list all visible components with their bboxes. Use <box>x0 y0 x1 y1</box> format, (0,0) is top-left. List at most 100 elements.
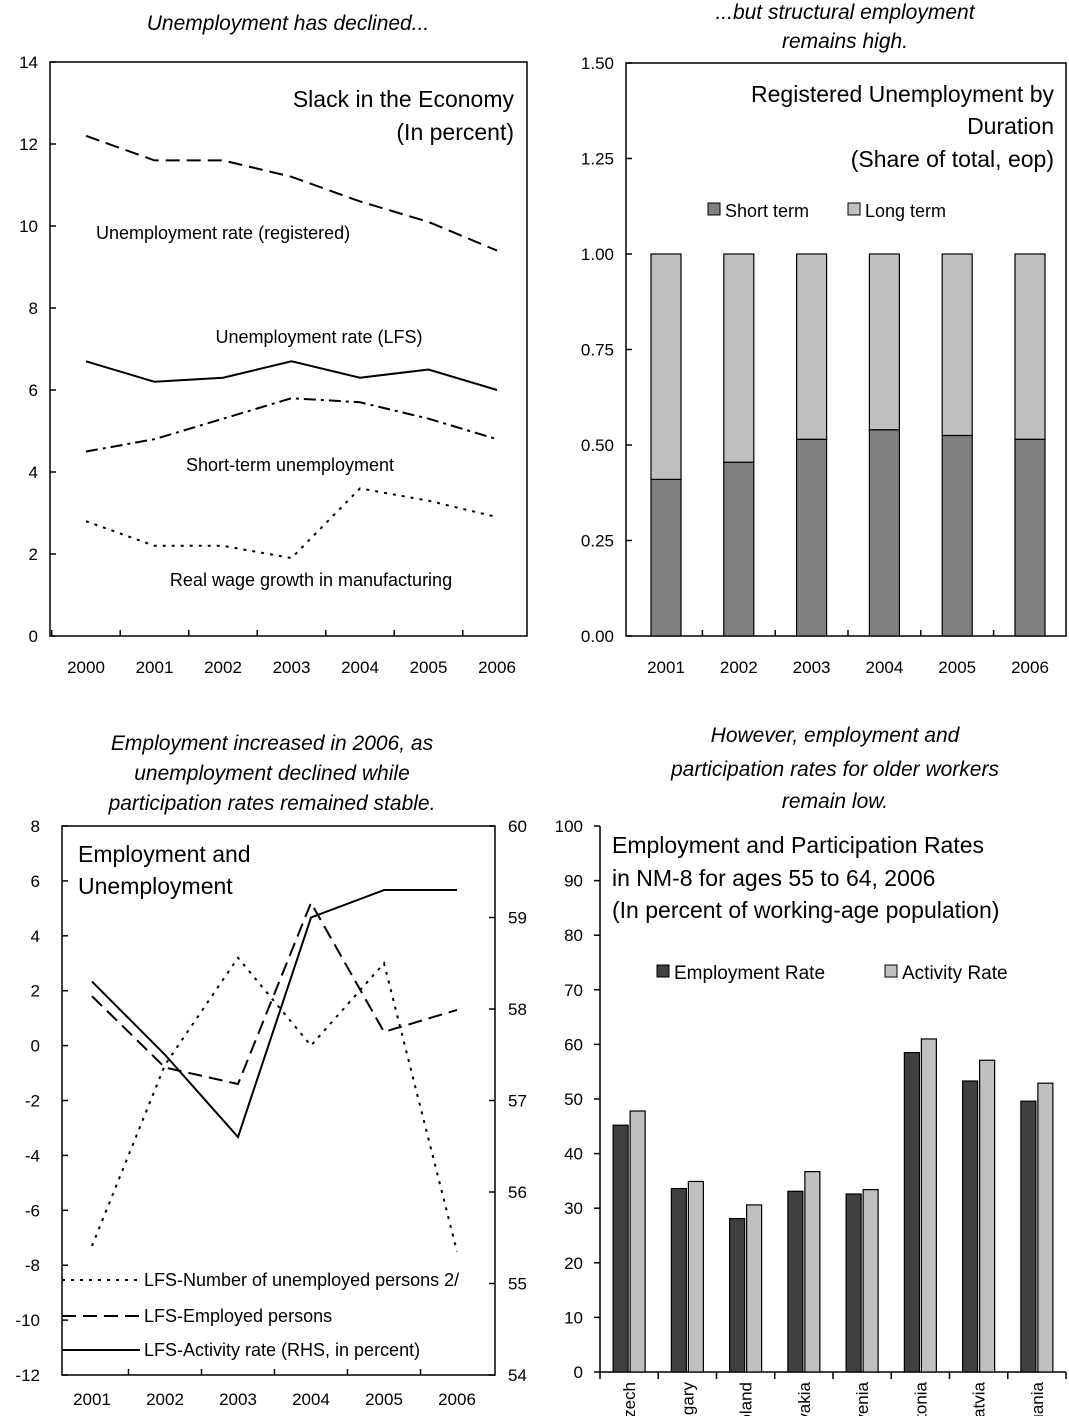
x-tick-label: 2001 <box>136 658 174 677</box>
chart-title: in NM-8 for ages 55 to 64, 2006 <box>612 865 935 891</box>
x-tick-label: 2005 <box>410 658 448 677</box>
series-line <box>85 360 498 391</box>
bar-employment-rate <box>612 1124 629 1373</box>
x-tick-label: 2004 <box>292 1390 330 1409</box>
bar-long-term <box>650 253 682 480</box>
y2-tick-label: 56 <box>508 1183 527 1202</box>
y-tick-label: 8 <box>29 299 38 318</box>
x-tick-label: 2002 <box>720 658 758 677</box>
legend-swatch <box>707 202 721 216</box>
y-tick-label: 0.50 <box>581 436 614 455</box>
y-tick-label: 40 <box>564 1145 583 1164</box>
series-line <box>91 956 458 1252</box>
bar-long-term <box>868 253 901 431</box>
chart-title: Employment and Participation Rates <box>612 832 984 858</box>
legend-label: Short term <box>725 201 809 221</box>
y-tick-label: 100 <box>555 817 583 836</box>
y2-tick-label: 59 <box>508 909 527 928</box>
bar-short-term <box>941 434 973 637</box>
y-tick-label: -8 <box>25 1256 40 1275</box>
bar-employment-rate <box>903 1051 920 1373</box>
x-tick-label: Lithuania <box>1028 1381 1047 1416</box>
bar-activity-rate <box>862 1189 879 1373</box>
legend-label: LFS-Employed persons <box>144 1306 332 1326</box>
y2-tick-label: 57 <box>508 1092 527 1111</box>
chart-title: Registered Unemployment by <box>751 81 1054 107</box>
plot-area <box>61 825 496 1376</box>
panel-subtitle: Employment increased in 2006, as <box>111 732 434 755</box>
series-line <box>85 134 498 252</box>
x-tick-label: 2001 <box>73 1390 111 1409</box>
panel-subtitle: participation rates remained stable. <box>108 792 436 815</box>
y-tick-label: -4 <box>25 1146 40 1165</box>
y-tick-label: 4 <box>31 927 40 946</box>
y-tick-label: 6 <box>31 872 40 891</box>
bar-employment-rate <box>670 1187 687 1373</box>
x-tick-label: Estonia <box>911 1381 930 1416</box>
chart-title: Slack in the Economy <box>293 86 515 112</box>
x-tick-label: 2001 <box>647 658 685 677</box>
y-tick-label: 30 <box>564 1199 583 1218</box>
panel-subtitle: ...but structural employment <box>715 1 975 24</box>
panel-registered-unemployment: ...but structural employment remains high… <box>581 1 1067 677</box>
bar-activity-rate <box>1037 1082 1054 1373</box>
bar-activity-rate <box>920 1038 937 1373</box>
x-tick-label: 2003 <box>273 658 311 677</box>
bar-long-term <box>941 253 973 437</box>
panel-employment-participation: However, employment and participation rat… <box>555 724 1067 1416</box>
series-line <box>85 397 498 453</box>
x-tick-label: 2004 <box>341 658 379 677</box>
bar-short-term <box>723 461 755 637</box>
y-tick-label: 1.50 <box>581 54 614 73</box>
bar-activity-rate <box>629 1110 646 1373</box>
x-tick-label: 2003 <box>793 658 831 677</box>
y-tick-label: 0 <box>574 1363 583 1382</box>
series-line <box>91 889 457 1140</box>
chart-title: (Share of total, eop) <box>851 146 1054 172</box>
series-label: Unemployment rate (registered) <box>96 223 350 243</box>
plot-area <box>49 61 528 637</box>
y-tick-label: 1.00 <box>581 245 614 264</box>
y-tick-label: 4 <box>29 463 38 482</box>
legend-swatch <box>656 964 670 978</box>
x-tick-label: 2006 <box>478 658 516 677</box>
y-tick-label: 0 <box>31 1037 40 1056</box>
y-tick-label: 2 <box>31 982 40 1001</box>
series-line <box>91 900 458 1086</box>
series-label: Short-term unemployment <box>186 455 394 475</box>
legend-swatch <box>884 964 898 978</box>
bar-employment-rate <box>845 1193 862 1373</box>
y-tick-label: -12 <box>15 1366 40 1385</box>
chart-title: Employment and <box>78 841 251 867</box>
x-tick-label: 2004 <box>865 658 903 677</box>
y-tick-label: 14 <box>19 53 38 72</box>
x-tick-label: Latvia <box>970 1381 989 1416</box>
x-tick-label: Slovenia <box>853 1381 872 1416</box>
y-tick-label: 10 <box>19 217 38 236</box>
chart-title: (In percent of working-age population) <box>612 897 999 923</box>
bar-short-term <box>650 478 682 637</box>
y-tick-label: -6 <box>25 1201 40 1220</box>
panel-employment-unemployment: Employment increased in 2006, as unemploy… <box>15 732 527 1409</box>
panel-subtitle: Unemployment has declined... <box>147 12 430 35</box>
chart-title: Unemployment <box>78 873 233 899</box>
y2-tick-label: 54 <box>508 1366 527 1385</box>
bar-employment-rate <box>1020 1100 1037 1373</box>
y2-tick-label: 55 <box>508 1275 527 1294</box>
x-tick-label: Hungary <box>678 1382 697 1416</box>
x-tick-label: 2002 <box>204 658 242 677</box>
panel-subtitle: remains high. <box>782 30 908 53</box>
panel-subtitle: However, employment and <box>711 724 961 747</box>
bar-short-term <box>795 438 828 637</box>
bar-activity-rate <box>746 1204 763 1373</box>
y-tick-label: 2 <box>29 545 38 564</box>
series-label: Unemployment rate (LFS) <box>215 327 422 347</box>
legend-swatch <box>847 202 861 216</box>
x-tick-label: Slovakia <box>795 1381 814 1416</box>
x-tick-label: 2005 <box>365 1390 403 1409</box>
x-tick-label: Czech <box>620 1382 639 1416</box>
y-tick-label: 70 <box>564 981 583 1000</box>
bar-short-term <box>868 429 901 637</box>
x-tick-label: 2002 <box>146 1390 184 1409</box>
